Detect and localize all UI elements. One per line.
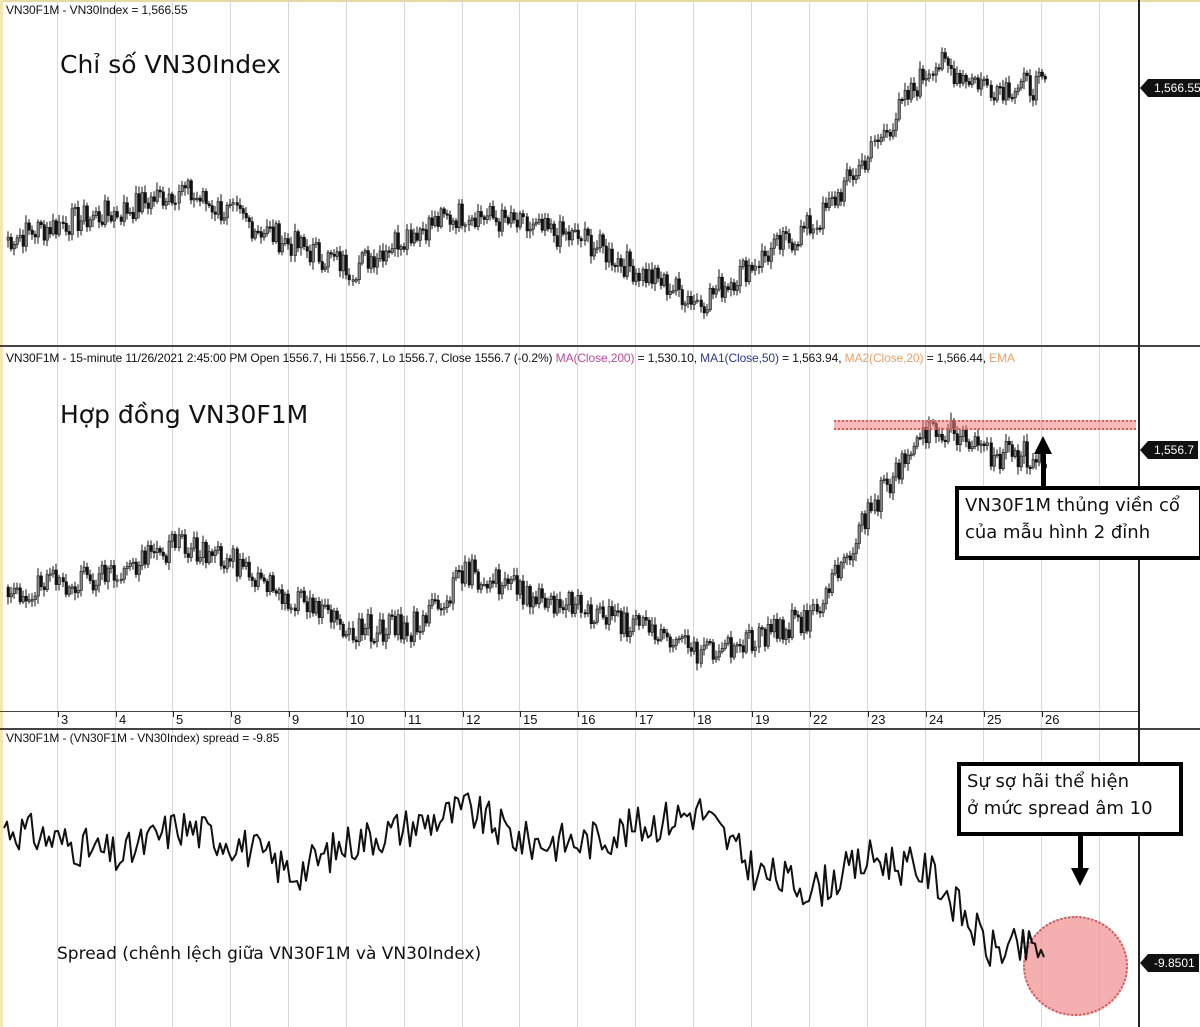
ma50-label: MA1(Close,50) bbox=[700, 351, 779, 365]
spread-line-chart[interactable] bbox=[0, 728, 1140, 1027]
x-tick-label: 12 bbox=[462, 711, 481, 727]
x-tick-label: 16 bbox=[577, 711, 596, 727]
x-tick-label: 9 bbox=[288, 711, 300, 727]
gridline bbox=[751, 0, 752, 1027]
futures-last-price-tag: 1,556.7 bbox=[1139, 441, 1199, 459]
gridline bbox=[462, 0, 463, 1027]
gridline bbox=[288, 0, 289, 1027]
fear-zone-highlight bbox=[1023, 916, 1128, 1016]
ohlc-readout: VN30F1M - 15-minute 11/26/2021 2:45:00 P… bbox=[6, 351, 556, 365]
gridline bbox=[346, 0, 347, 1027]
ema-label: EMA bbox=[989, 351, 1015, 365]
x-tick-label: 26 bbox=[1041, 711, 1060, 727]
index-candlestick-chart[interactable] bbox=[0, 0, 1140, 345]
fear-callout: Sự sợ hãi thể hiện ở mức spread âm 10 bbox=[957, 762, 1183, 836]
spread-panel-header: VN30F1M - (VN30F1M - VN30Index) spread =… bbox=[6, 731, 280, 745]
header-clip bbox=[1134, 348, 1200, 366]
neckline-break-callout: VN30F1M thủng viền cổ của mẫu hình 2 đỉn… bbox=[955, 486, 1200, 560]
fear-arrow-shaft bbox=[1078, 832, 1083, 870]
x-tick-label: 8 bbox=[230, 711, 242, 727]
index-panel-header: VN30F1M - VN30Index = 1,566.55 bbox=[6, 3, 188, 17]
window-top-edge bbox=[0, 0, 1200, 2]
callout-arrow-shaft bbox=[1041, 452, 1046, 486]
spread-last-value-tag: -9.8501 bbox=[1140, 954, 1199, 972]
ma200-value: = 1,530.10, bbox=[634, 351, 701, 365]
callout-line-2: của mẫu hình 2 đỉnh bbox=[965, 522, 1151, 543]
gridline bbox=[635, 0, 636, 1027]
panel-separator-1[interactable] bbox=[0, 345, 1200, 347]
x-tick-label: 10 bbox=[346, 711, 365, 727]
x-tick-label: 15 bbox=[519, 711, 538, 727]
arrow-down-icon bbox=[1071, 868, 1089, 886]
futures-panel-title: Hợp đồng VN30F1M bbox=[60, 400, 309, 429]
futures-panel-header: VN30F1M - 15-minute 11/26/2021 2:45:00 P… bbox=[6, 351, 1015, 365]
x-tick-label: 23 bbox=[867, 711, 886, 727]
index-last-price-tag: 1,566.55 bbox=[1140, 79, 1200, 97]
gridline bbox=[230, 0, 231, 1027]
callout-line-1: VN30F1M thủng viền cổ bbox=[965, 495, 1180, 516]
ma200-label: MA(Close,200) bbox=[555, 351, 635, 365]
x-tick-label: 5 bbox=[172, 711, 184, 727]
ma20-label: MA2(Close,20) bbox=[844, 351, 924, 365]
x-tick-label: 17 bbox=[635, 711, 654, 727]
gridline bbox=[577, 0, 578, 1027]
gridline bbox=[57, 0, 58, 1027]
x-tick-label: 18 bbox=[693, 711, 712, 727]
gridline bbox=[925, 0, 926, 1027]
fear-callout-line-2: ở mức spread âm 10 bbox=[967, 798, 1153, 819]
spread-caption: Spread (chênh lệch giữa VN30F1M và VN30I… bbox=[57, 944, 482, 964]
window-left-edge bbox=[0, 0, 3, 1027]
fear-callout-line-1: Sự sợ hãi thể hiện bbox=[967, 771, 1129, 792]
gridline bbox=[404, 0, 405, 1027]
x-tick-label: 11 bbox=[405, 711, 422, 727]
x-tick-label: 24 bbox=[925, 711, 944, 727]
gridline bbox=[172, 0, 173, 1027]
panel-separator-2[interactable] bbox=[0, 728, 1200, 730]
arrow-up-icon bbox=[1034, 436, 1052, 454]
x-tick-label: 3 bbox=[57, 711, 69, 727]
ma20-value: = 1,566.44, bbox=[923, 351, 990, 365]
x-tick-label: 22 bbox=[809, 711, 828, 727]
futures-candlestick-chart[interactable] bbox=[0, 345, 1140, 711]
gridline bbox=[693, 0, 694, 1027]
neckline-band bbox=[834, 420, 1136, 430]
gridline bbox=[809, 0, 810, 1027]
gridline bbox=[519, 0, 520, 1027]
x-tick-label: 19 bbox=[751, 711, 770, 727]
index-panel-title: Chỉ số VN30Index bbox=[60, 50, 281, 79]
x-axis-line bbox=[0, 711, 1140, 712]
gridline bbox=[115, 0, 116, 1027]
x-tick-label: 4 bbox=[115, 711, 127, 727]
x-tick-label: 25 bbox=[983, 711, 1002, 727]
ma50-value: = 1,563.94, bbox=[778, 351, 845, 365]
